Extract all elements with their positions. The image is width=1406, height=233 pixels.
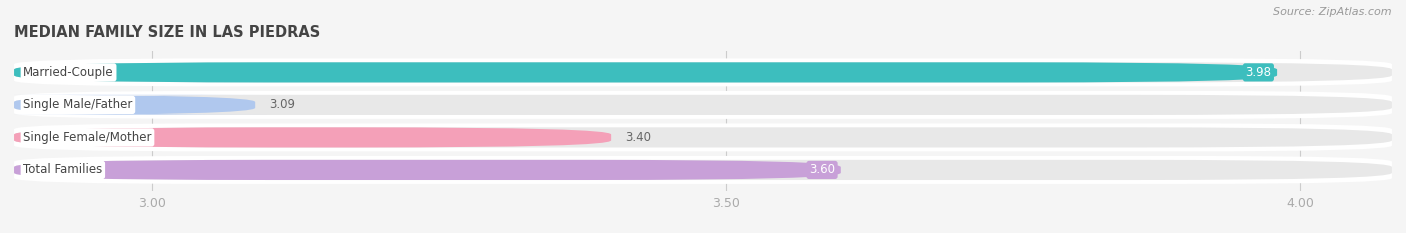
FancyBboxPatch shape xyxy=(14,127,1392,147)
Text: Married-Couple: Married-Couple xyxy=(24,66,114,79)
Text: Source: ZipAtlas.com: Source: ZipAtlas.com xyxy=(1274,7,1392,17)
Text: Total Families: Total Families xyxy=(24,163,103,176)
FancyBboxPatch shape xyxy=(14,62,1392,82)
FancyBboxPatch shape xyxy=(14,127,612,147)
Text: Single Female/Mother: Single Female/Mother xyxy=(24,131,152,144)
Text: MEDIAN FAMILY SIZE IN LAS PIEDRAS: MEDIAN FAMILY SIZE IN LAS PIEDRAS xyxy=(14,25,321,40)
FancyBboxPatch shape xyxy=(14,156,1392,184)
FancyBboxPatch shape xyxy=(14,58,1392,86)
Text: 3.40: 3.40 xyxy=(624,131,651,144)
FancyBboxPatch shape xyxy=(14,91,1392,119)
FancyBboxPatch shape xyxy=(14,160,1392,180)
FancyBboxPatch shape xyxy=(14,160,841,180)
Text: 3.09: 3.09 xyxy=(269,98,295,111)
Text: Single Male/Father: Single Male/Father xyxy=(24,98,132,111)
FancyBboxPatch shape xyxy=(14,123,1392,151)
FancyBboxPatch shape xyxy=(14,95,1392,115)
Text: 3.60: 3.60 xyxy=(808,163,835,176)
FancyBboxPatch shape xyxy=(14,62,1277,82)
FancyBboxPatch shape xyxy=(3,95,267,115)
Text: 3.98: 3.98 xyxy=(1246,66,1271,79)
